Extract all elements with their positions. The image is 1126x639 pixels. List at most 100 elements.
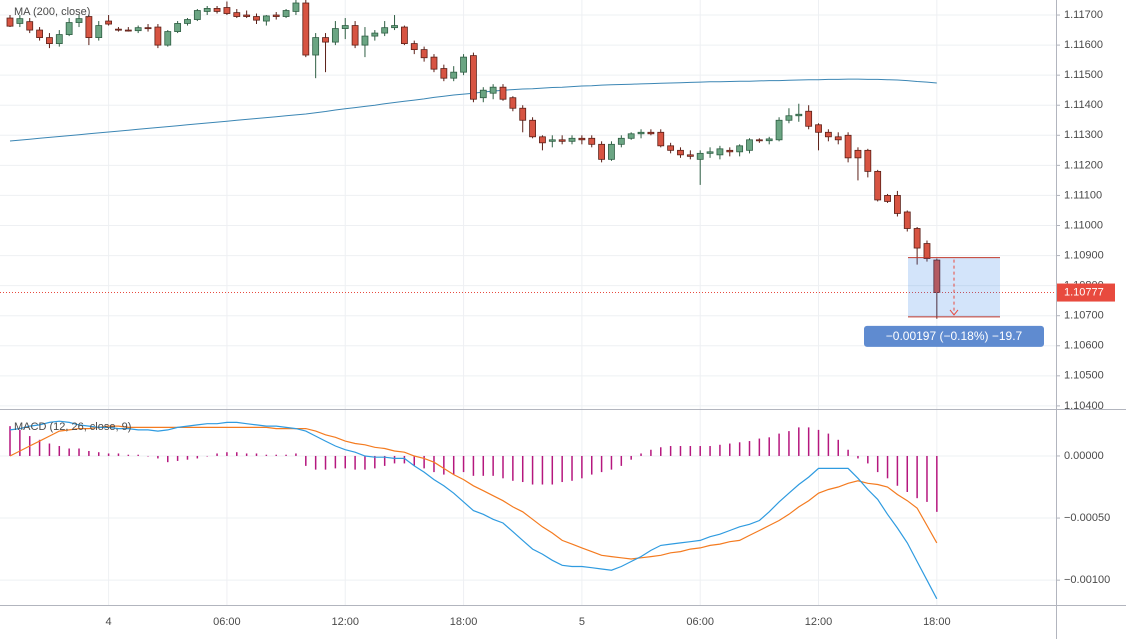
candle-body — [253, 16, 260, 21]
histogram-bar — [699, 446, 701, 456]
histogram-bar — [926, 455, 928, 502]
candle-body — [509, 97, 517, 109]
histogram-bar — [176, 455, 179, 461]
histogram-bar — [581, 455, 583, 479]
histogram-bar — [521, 455, 524, 483]
last-price-tag — [1057, 283, 1115, 302]
histogram-bar — [847, 449, 849, 456]
candle-body — [548, 139, 556, 142]
histogram-bar — [68, 448, 70, 456]
candle-body — [617, 137, 625, 145]
histogram-bar — [462, 455, 465, 473]
marks-layer — [6, 0, 941, 600]
candle-body — [785, 115, 793, 121]
histogram-bar — [916, 455, 918, 499]
candle-body — [203, 8, 211, 12]
histogram-bar — [196, 455, 199, 459]
macd-legend: MACD (12, 26, close, 9) — [14, 421, 131, 433]
histogram-bar — [285, 454, 287, 456]
histogram-bar — [719, 444, 721, 456]
y-tick-label: 1.11000 — [1064, 219, 1103, 231]
candle-body — [598, 143, 605, 160]
candle-body — [903, 211, 911, 229]
y-tick-label: 1.11200 — [1064, 159, 1103, 171]
histogram-bar — [48, 443, 51, 456]
candle-body — [75, 18, 83, 23]
candle-body — [243, 14, 251, 17]
candle-body — [46, 37, 53, 44]
candle-body — [519, 107, 527, 121]
histogram-bar — [107, 453, 110, 456]
histogram-bar — [78, 448, 80, 456]
candle-body — [322, 37, 329, 43]
histogram-bar — [443, 455, 445, 475]
histogram-bar — [561, 455, 563, 483]
histogram-bar — [798, 427, 800, 456]
histogram-bar — [590, 455, 593, 475]
y-tick-label: 1.11300 — [1064, 129, 1103, 141]
candle-body — [627, 133, 635, 139]
candle-body — [450, 71, 458, 79]
candle-body — [479, 89, 487, 99]
signal-line — [9, 425, 938, 560]
candle-body — [213, 8, 221, 12]
candle-body — [588, 137, 596, 145]
candle-body — [85, 16, 93, 38]
candle-body — [351, 25, 359, 46]
candle-body — [361, 35, 369, 46]
histogram-bar — [541, 455, 544, 485]
histogram-bar — [216, 453, 218, 456]
histogram-bar — [610, 455, 613, 470]
measure-arrow-head — [949, 309, 959, 316]
candle-body — [874, 170, 882, 201]
histogram-bar — [88, 450, 90, 456]
histogram-bar — [9, 426, 11, 456]
candle-body — [95, 25, 103, 38]
y-tick-label: 1.11500 — [1064, 69, 1103, 81]
candle-body — [154, 26, 162, 46]
candle-body — [460, 56, 467, 73]
candle-body — [410, 43, 418, 51]
candle-body — [568, 137, 576, 142]
candle-body — [686, 154, 694, 157]
histogram-bar — [374, 455, 376, 469]
histogram-bar — [147, 455, 149, 457]
histogram-bar — [472, 455, 475, 476]
candle-body — [746, 139, 753, 151]
candle-body — [608, 143, 615, 160]
histogram-bar — [620, 455, 623, 466]
candle-body — [558, 139, 566, 142]
candle-body — [894, 195, 901, 214]
histogram-bar — [226, 452, 228, 456]
histogram-bar — [137, 454, 139, 456]
candle-body — [420, 49, 428, 59]
candle-body — [834, 136, 842, 141]
histogram-bar — [344, 455, 346, 469]
histogram-bar — [383, 455, 386, 466]
candle-body — [913, 228, 921, 249]
y-tick-label: 1.10600 — [1064, 340, 1104, 352]
histogram-bar — [157, 455, 159, 459]
candle-body — [105, 20, 112, 25]
histogram-bar — [778, 433, 780, 456]
y-tick-label: 1.10500 — [1064, 370, 1104, 382]
candle-body — [795, 113, 803, 117]
candle-body — [844, 134, 852, 159]
histogram-bar — [876, 455, 879, 473]
candle-body — [489, 86, 497, 94]
candle-body — [371, 32, 379, 37]
histogram-bar — [245, 453, 248, 456]
histogram-bar — [413, 455, 416, 466]
candle-body — [115, 28, 122, 31]
candle-body — [16, 18, 24, 24]
candle-body — [657, 131, 665, 147]
histogram-bar — [97, 452, 100, 456]
histogram-bar — [748, 441, 751, 456]
last-price-label: 1.10777 — [1064, 286, 1104, 298]
candle-body — [884, 195, 891, 202]
candle-body — [36, 29, 43, 38]
candle-body — [65, 22, 73, 35]
histogram-bar — [600, 455, 603, 473]
histogram-bar — [857, 455, 859, 459]
